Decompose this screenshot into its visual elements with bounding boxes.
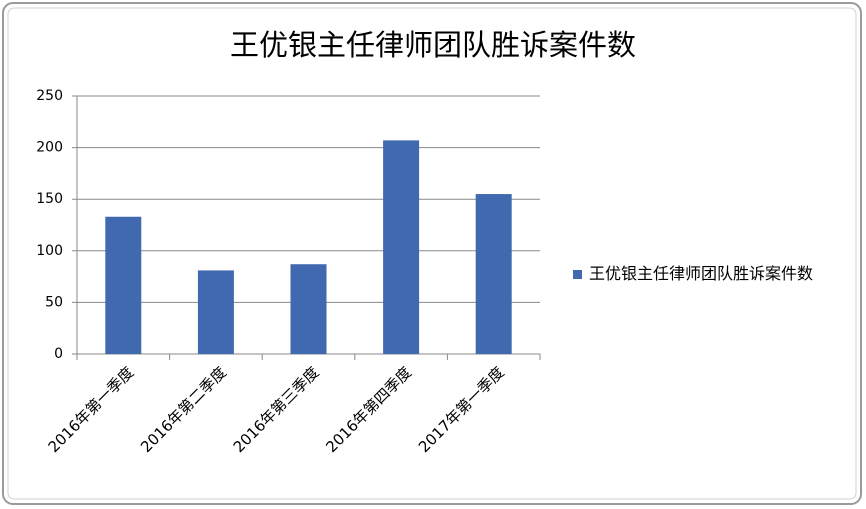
- y-tick-label: 100: [36, 243, 63, 259]
- bar: [475, 194, 512, 354]
- y-tick-label: 200: [36, 140, 63, 156]
- bar: [105, 216, 142, 354]
- y-tick-label: 250: [36, 88, 63, 104]
- bar: [197, 270, 234, 354]
- y-tick-label: 50: [45, 294, 63, 310]
- bar: [290, 264, 327, 354]
- legend-label: 王优银主任律师团队胜诉案件数: [589, 264, 814, 283]
- legend: 王优银主任律师团队胜诉案件数: [573, 262, 838, 286]
- y-tick-label: 150: [36, 191, 63, 207]
- bar: [383, 140, 420, 354]
- legend-key: [573, 270, 582, 279]
- y-tick-label: 0: [54, 346, 63, 362]
- chart-title: 王优银主任律师团队胜诉案件数: [230, 28, 636, 62]
- chart-inner-frame: [7, 7, 857, 500]
